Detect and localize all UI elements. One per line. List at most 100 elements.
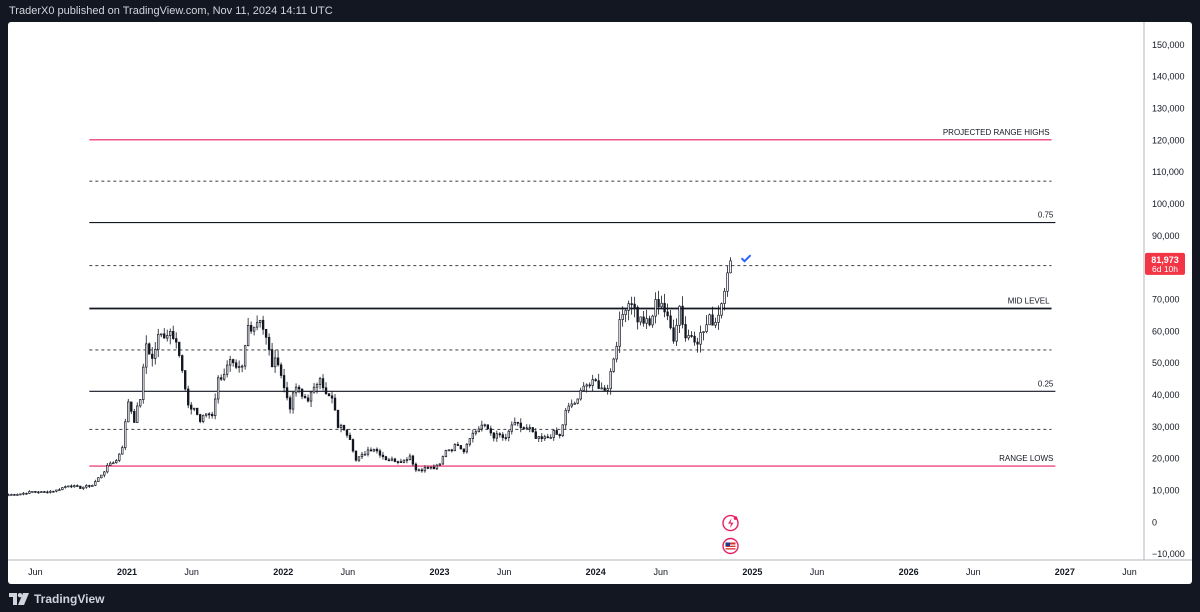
candle [438, 462, 442, 466]
publish-header: TraderX0 published on TradingView.com, N… [0, 0, 1200, 22]
candle [558, 433, 561, 439]
x-tick-label: Jun [341, 567, 356, 577]
candle [252, 326, 256, 336]
candle [49, 490, 52, 494]
candle [267, 333, 271, 356]
footer-brand: TradingView [34, 592, 105, 607]
candle [285, 381, 289, 401]
level-label: PROJECTED RANGE HIGHS [943, 128, 1050, 137]
candle [483, 423, 487, 428]
candle [678, 305, 681, 333]
check-icon [740, 254, 752, 263]
candle [363, 450, 367, 456]
candle [130, 401, 133, 415]
candle [294, 383, 298, 397]
candle [405, 457, 409, 464]
candle [630, 296, 633, 315]
candle [711, 306, 714, 326]
candle [501, 432, 504, 441]
candle [399, 458, 403, 463]
candle [172, 325, 175, 340]
candle [46, 490, 49, 494]
candle [495, 430, 498, 442]
candle [237, 360, 241, 373]
y-tick-label: 120,000 [1152, 135, 1185, 145]
candle [166, 329, 169, 342]
x-tick-label: Jun [653, 567, 668, 577]
candle [564, 407, 567, 430]
candle [190, 401, 193, 415]
candle [477, 426, 481, 433]
candle [8, 493, 10, 497]
candle [37, 490, 40, 494]
candle [453, 443, 457, 452]
candle [112, 461, 115, 465]
chart-frame[interactable]: PROJECTED RANGE HIGHS 0.75 MID LEVEL 0.25 RA… [8, 22, 1192, 584]
candle [720, 302, 723, 319]
candle [432, 464, 436, 470]
candle [585, 383, 588, 393]
candle [163, 328, 166, 339]
candle [67, 485, 70, 488]
candle [612, 357, 615, 373]
time-axis[interactable]: Jun 2021 Jun 2022 Jun 2023 Jun 2024 Jun 2025 Jun 20… [8, 559, 1192, 577]
candle [534, 428, 537, 440]
candle [291, 391, 295, 414]
candle [336, 409, 340, 429]
candle [540, 433, 543, 443]
candle [624, 309, 627, 323]
candle [64, 485, 67, 489]
candle [594, 378, 597, 382]
candle [510, 421, 513, 435]
candle [489, 425, 492, 436]
candle [270, 342, 274, 368]
candle [193, 407, 196, 412]
candle [555, 427, 558, 435]
candle [360, 451, 364, 459]
candle [435, 463, 439, 471]
y-tick-label: 140,000 [1152, 72, 1185, 82]
candle [34, 491, 37, 493]
candle [426, 465, 430, 470]
candle [169, 328, 172, 345]
candle [516, 421, 519, 427]
tradingview-logo-icon [9, 593, 29, 606]
candle [115, 459, 118, 464]
candle [300, 388, 304, 400]
candle [345, 429, 349, 438]
candle [648, 315, 651, 327]
y-tick-label: 50,000 [1152, 358, 1180, 368]
candle [384, 455, 388, 461]
x-tick-label: 2022 [273, 567, 293, 577]
candle [597, 373, 600, 390]
candle [234, 359, 238, 370]
flag-event-icon [722, 537, 739, 555]
x-tick-label: 2027 [1055, 567, 1075, 577]
y-tick-label: 40,000 [1152, 390, 1180, 400]
candle [462, 448, 466, 454]
y-tick-label: 10,000 [1152, 485, 1180, 495]
candle [324, 382, 328, 395]
candle [513, 417, 516, 426]
candle [639, 316, 642, 326]
candle [723, 287, 726, 311]
candle [133, 408, 136, 423]
candle [100, 474, 103, 479]
candle [43, 491, 46, 493]
candle [441, 455, 445, 465]
candle [55, 489, 58, 493]
price-axis[interactable]: −10,000 0 10,000 20,000 30,000 40,000 50,000 60… [1143, 22, 1185, 560]
candle [504, 433, 507, 441]
y-tick-label: 30,000 [1152, 422, 1180, 432]
candle [507, 429, 510, 442]
candle [288, 395, 292, 414]
candlestick-chart[interactable]: PROJECTED RANGE HIGHS 0.75 MID LEVEL 0.25 RA… [8, 22, 1192, 584]
candle [519, 418, 522, 433]
level-lines: PROJECTED RANGE HIGHS 0.75 MID LEVEL 0.25 RA… [89, 128, 1056, 467]
candle [318, 376, 322, 390]
candle [570, 399, 573, 409]
candle [339, 423, 343, 433]
candle [357, 456, 361, 462]
candle [381, 451, 385, 460]
candle [498, 432, 501, 438]
